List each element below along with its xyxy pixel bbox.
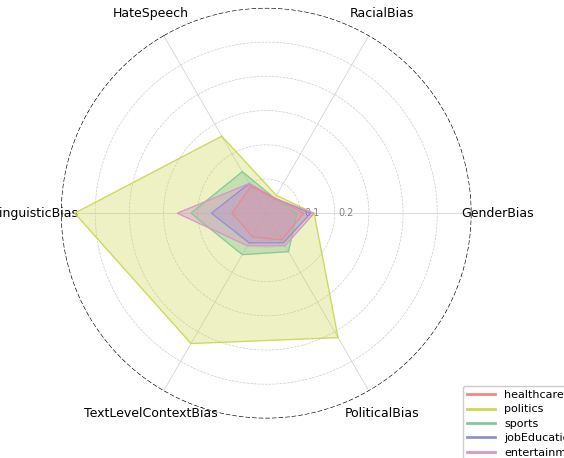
Polygon shape xyxy=(191,172,297,255)
Polygon shape xyxy=(74,136,338,344)
Polygon shape xyxy=(232,186,304,240)
Polygon shape xyxy=(177,184,314,246)
Text: 0.2: 0.2 xyxy=(339,208,354,218)
Polygon shape xyxy=(212,184,311,243)
Legend: healthcare, politics, sports, jobEducation, entertainment: healthcare, politics, sports, jobEducati… xyxy=(463,386,564,458)
Text: 0.1: 0.1 xyxy=(305,208,320,218)
